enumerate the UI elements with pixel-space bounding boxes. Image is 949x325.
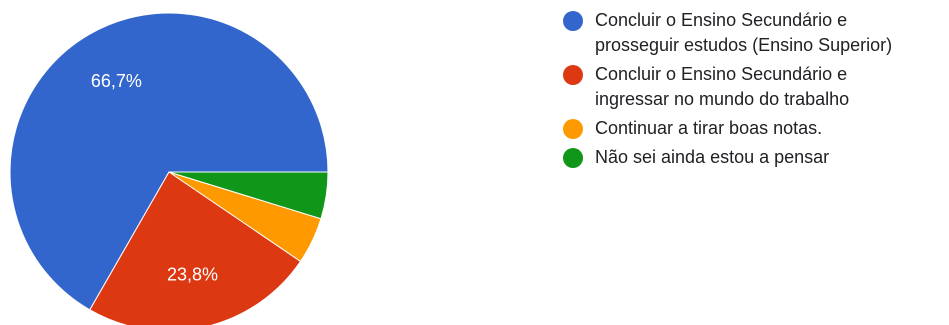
legend-item-1: Concluir o Ensino Secundário e prossegui… [563,8,949,58]
legend-swatch-icon [563,148,583,168]
legend-label: Concluir o Ensino Secundário e prossegui… [595,10,893,55]
legend-label: Não sei ainda estou a pensar [595,147,830,167]
pie-slice-labels: 66,7% 23,8% [91,71,218,284]
chart-legend: Concluir o Ensino Secundário e prossegui… [563,8,949,174]
pie-slices [9,12,329,325]
legend-item-3: Continuar a tirar boas notas. [563,116,949,141]
pie-slice-label-1: 66,7% [91,71,142,91]
legend-label: Continuar a tirar boas notas. [595,118,823,138]
legend-item-2: Concluir o Ensino Secundário e ingressar… [563,62,949,112]
legend-swatch-icon [563,11,583,31]
pie-slice-label-2: 23,8% [167,264,218,284]
pie-slice-2 [89,171,302,325]
pie-slice-4 [168,171,329,220]
legend-swatch-icon [563,119,583,139]
legend-label: Concluir o Ensino Secundário e ingressar… [595,64,850,109]
legend-item-4: Não sei ainda estou a pensar [563,145,949,170]
legend-swatch-icon [563,65,583,85]
pie-slice-1 [9,12,329,311]
